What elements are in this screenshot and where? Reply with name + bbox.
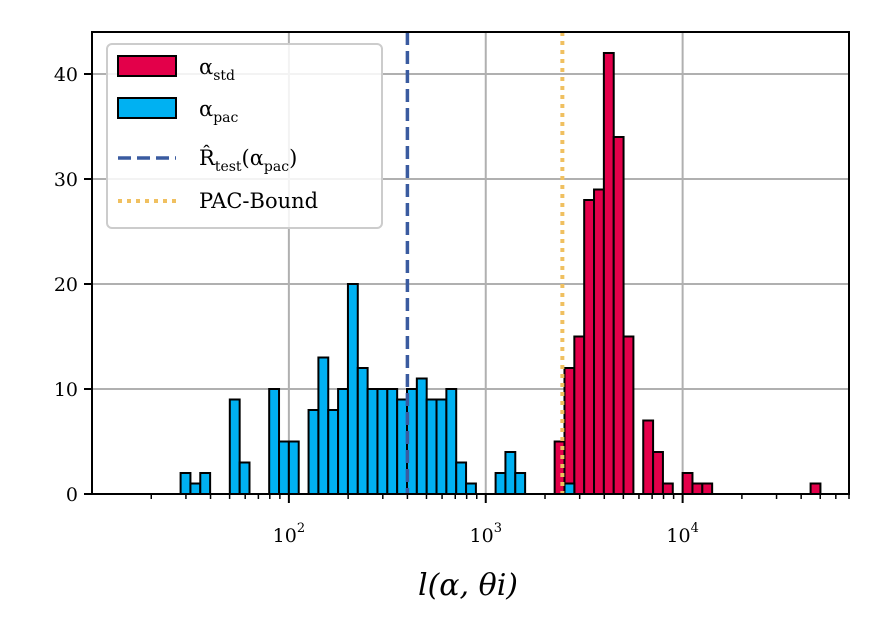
axis-ticks: 0 10 20 30 40 102 103 104: [54, 64, 850, 547]
histogram-bar: [691, 482, 704, 495]
histogram-bar: [602, 52, 615, 495]
histogram-bar: [563, 482, 576, 495]
plot-frame: [91, 31, 850, 495]
histogram-bar: [356, 367, 369, 495]
histogram-bar: [465, 482, 477, 495]
histogram-bar: [337, 388, 349, 495]
y-tick-label: 10: [54, 379, 78, 401]
histogram-bar: [445, 388, 458, 495]
histogram-bar: [504, 451, 517, 495]
legend-pac-swatch: [117, 97, 177, 119]
histogram-bar: [238, 461, 251, 495]
histogram-bar: [701, 482, 714, 495]
histogram-bar: [287, 440, 300, 495]
series-pac-bars: [179, 283, 576, 495]
histogram-bar: [642, 419, 655, 495]
histogram-bar: [514, 472, 527, 495]
histogram-bar: [563, 367, 576, 495]
histogram-bar: [278, 440, 290, 495]
histogram-bar: [652, 451, 664, 495]
legend-box: [106, 43, 383, 229]
histogram-bar: [376, 388, 389, 495]
histogram-bar: [583, 199, 596, 495]
histogram-bar: [386, 388, 399, 495]
histogram-bar: [317, 356, 330, 495]
histogram-bar: [268, 388, 281, 495]
histogram-bar: [415, 377, 428, 495]
x-tick-label: 103: [470, 521, 502, 547]
legend-pac-label: αpac: [199, 97, 238, 126]
histogram-bar: [661, 482, 674, 495]
y-tick-label: 40: [54, 64, 78, 86]
legend-std-swatch: [117, 55, 177, 77]
histogram-bar: [307, 409, 320, 495]
histogram-bar: [189, 482, 202, 495]
histogram-bar: [593, 188, 605, 495]
x-tick-label: 102: [273, 521, 305, 547]
histogram-bar: [435, 398, 448, 495]
histogram-bar: [425, 398, 438, 495]
histogram-bar: [366, 388, 379, 495]
histogram-bar: [573, 335, 586, 495]
y-tick-label: 30: [54, 169, 78, 191]
histogram-bar: [612, 136, 625, 495]
histogram-bar: [622, 335, 635, 495]
legend-std-label: αstd: [199, 55, 235, 84]
legend: αstd αpac R̂test(αpac) PAC-Bound: [106, 43, 383, 229]
histogram-bar: [327, 409, 340, 495]
histogram-bar: [681, 472, 694, 495]
legend-risk-label: R̂test(αpac): [199, 146, 297, 175]
y-tick-label: 0: [66, 484, 78, 506]
series-std-bars: [553, 52, 822, 495]
histogram-bar: [455, 461, 468, 495]
histogram-bar: [494, 472, 507, 495]
histogram-bar: [396, 398, 408, 495]
histogram-bar: [199, 472, 212, 495]
histogram-bar: [809, 482, 822, 495]
reference-lines: [405, 32, 565, 494]
histogram-bar: [346, 283, 359, 495]
histogram-bar: [228, 398, 241, 495]
histogram-bar: [179, 472, 192, 495]
x-axis-title: l(α, θi): [418, 568, 518, 603]
x-tick-label: 104: [666, 521, 698, 547]
legend-pac-bound-label: PAC-Bound: [199, 189, 318, 213]
y-tick-label: 20: [54, 274, 78, 296]
